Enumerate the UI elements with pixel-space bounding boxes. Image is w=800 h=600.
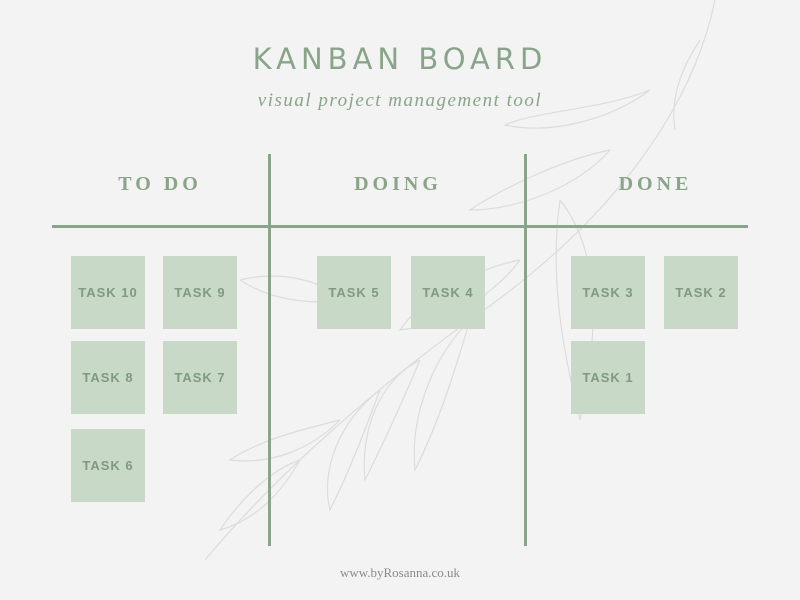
task-card[interactable]: TASK 4 [411, 256, 485, 329]
task-card[interactable]: TASK 8 [71, 341, 145, 414]
page-subtitle: visual project management tool [257, 90, 543, 111]
page-title: KANBAN BOARD [252, 42, 548, 76]
header-divider [52, 225, 748, 228]
task-card[interactable]: TASK 10 [71, 256, 145, 329]
column-header-done: DONE [618, 173, 693, 195]
column-header-todo: TO DO [118, 173, 202, 195]
task-card[interactable]: TASK 9 [163, 256, 237, 329]
task-card[interactable]: TASK 6 [71, 429, 145, 502]
footer-link[interactable]: www.byRosanna.co.uk [339, 565, 461, 580]
task-card[interactable]: TASK 1 [571, 341, 645, 414]
task-card[interactable]: TASK 5 [317, 256, 391, 329]
column-header-doing: DOING [354, 173, 442, 195]
task-card[interactable]: TASK 7 [163, 341, 237, 414]
column-divider [524, 154, 527, 546]
task-card[interactable]: TASK 2 [664, 256, 738, 329]
task-card[interactable]: TASK 3 [571, 256, 645, 329]
column-divider [268, 154, 271, 546]
